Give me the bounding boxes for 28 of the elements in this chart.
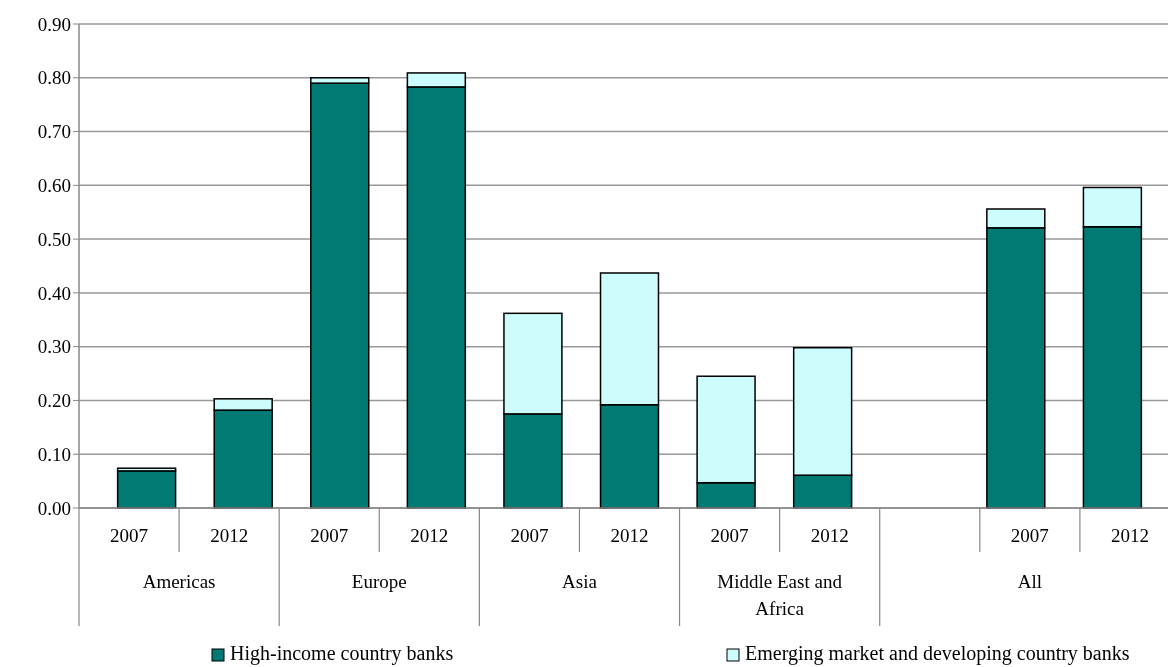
y-tick-label: 0.90 [37,13,71,35]
legend-label: Emerging market and developing country banks [745,642,1130,665]
text: All [1017,571,1042,592]
x-tick-label: 2012 [210,525,249,546]
y-tick-label: 0.70 [37,121,71,143]
bar [116,470,177,509]
y-tick-label: 0.60 [37,174,71,196]
legend-label: High-income country banks [230,642,454,665]
text: Europe [351,571,407,592]
x-tick-label: 2012 [1110,525,1149,546]
x-tick-label: 2007 [1010,525,1049,546]
x-tick-label: 2007 [110,525,149,546]
y-tick-label: 0.00 [37,497,71,519]
text: Americas [142,571,216,592]
x-tick-label: 2007 [710,525,749,546]
y-tick-label: 0.40 [37,282,71,304]
y-tick-label: 0.10 [37,443,71,465]
x-tick-label: 2007 [310,525,349,546]
x-tick-label: 2007 [510,525,549,546]
y-tick-label: 0.80 [37,67,71,89]
y-tick-label: 0.30 [37,336,71,358]
text: Asia [562,571,598,592]
x-tick-label: 2012 [810,525,849,546]
x-tick-label: 2012 [610,525,649,546]
text: Middle East and Africa [717,571,843,619]
x-tick-label: 2012 [410,525,449,546]
y-tick-label: 0.50 [37,228,71,250]
y-tick-label: 0.20 [37,390,71,412]
